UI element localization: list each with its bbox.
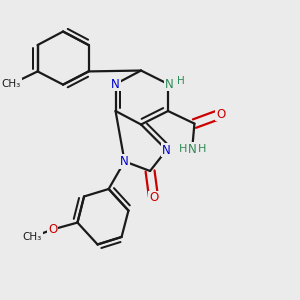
Text: O: O [216, 107, 225, 121]
Text: H: H [179, 144, 187, 154]
Text: CH₃: CH₃ [23, 232, 42, 242]
Text: N: N [162, 143, 171, 157]
Text: N: N [120, 155, 129, 168]
Text: H: H [177, 76, 184, 86]
Text: N: N [165, 77, 174, 91]
Text: CH₃: CH₃ [2, 79, 21, 89]
Text: H: H [198, 144, 206, 154]
Text: N: N [188, 142, 197, 156]
Text: O: O [48, 223, 57, 236]
Text: N: N [111, 77, 120, 91]
Text: O: O [149, 191, 158, 205]
